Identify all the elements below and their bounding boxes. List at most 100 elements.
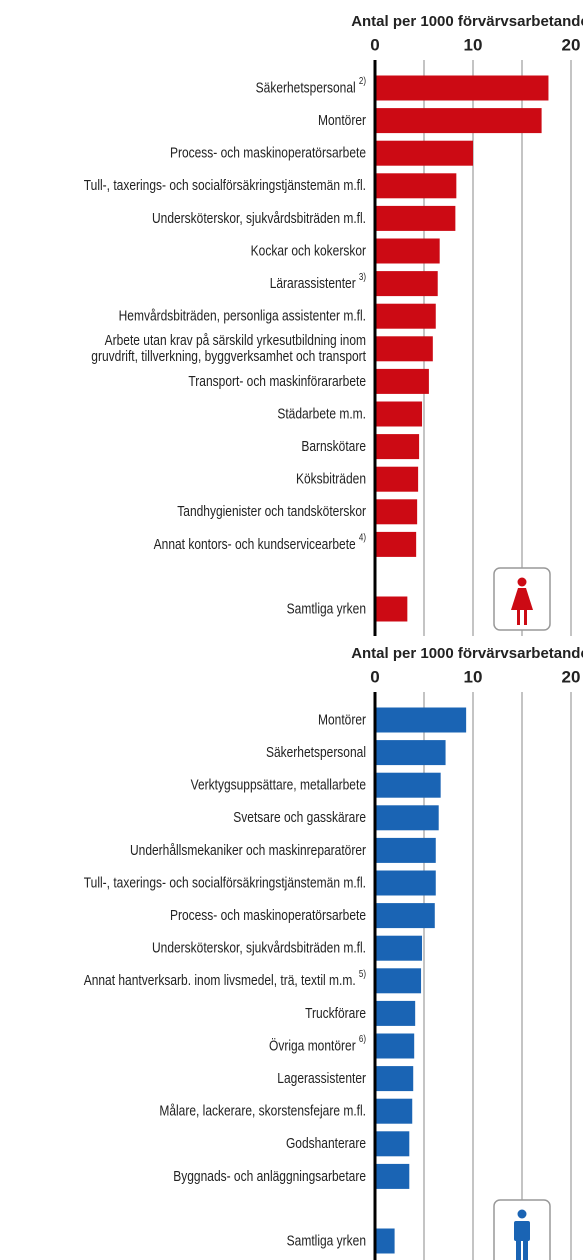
x-tick-label: 0 [370, 35, 379, 54]
category-text: Montörer [318, 711, 366, 728]
bar [375, 870, 436, 896]
female-icon [493, 567, 551, 631]
category-label: Hemvårdsbiträden, personliga assistenter… [119, 307, 366, 324]
bar [375, 401, 423, 427]
bar [375, 238, 440, 264]
axis-title: Antal per 1000 förvärvsarbetande [351, 645, 583, 662]
category-label: Montörer [318, 711, 366, 728]
bar-chart: Antal per 1000 förvärvsarbetande 0 10 20 Mon… [84, 645, 583, 1260]
male-icon [493, 1199, 551, 1260]
bar [375, 140, 473, 166]
category-text: Samtliga yrken [287, 1232, 366, 1249]
category-label: Byggnads- och anläggningsarbetare [173, 1167, 366, 1184]
x-tick-label: 20 [562, 35, 581, 54]
category-text: Barnskötare [301, 437, 366, 454]
x-tick-label: 10 [464, 667, 483, 686]
category-label: Målare, lackerare, skorstensfejare m.fl. [159, 1102, 366, 1119]
bar [375, 805, 439, 831]
bar [375, 434, 420, 460]
bar [375, 368, 429, 394]
bar [375, 499, 418, 525]
category-text: Undersköterskor, sjukvårdsbiträden m.fl. [152, 939, 366, 956]
bar [375, 935, 423, 961]
category-text: Målare, lackerare, skorstensfejare m.fl. [159, 1102, 366, 1119]
category-text: Annat kontors- och kundservicearbete [154, 535, 356, 552]
x-tick-label: 0 [370, 667, 379, 686]
category-text: Annat hantverksarb. inom livsmedel, trä,… [84, 972, 356, 989]
bar [375, 1066, 414, 1092]
bar-chart: Antal per 1000 förvärvsarbetande 0 10 20 Säk… [84, 13, 583, 636]
category-label: Arbete utan krav på särskild yrkesutbild… [88, 332, 366, 365]
category-label: Godshanterare [286, 1135, 366, 1152]
bar [375, 1000, 416, 1026]
category-label: Transport- och maskinförararbete [188, 372, 366, 389]
bar [375, 1228, 395, 1254]
axis-title: Antal per 1000 förvärvsarbetande [351, 13, 583, 30]
bar [375, 108, 542, 134]
bar [375, 1131, 410, 1157]
category-label: Montörer [318, 111, 366, 128]
bar [375, 336, 433, 362]
category-label: Samtliga yrken [287, 1232, 366, 1249]
category-label: Verktygsuppsättare, metallarbete [191, 776, 366, 793]
category-label: Annat kontors- och kundservicearbete 4) [154, 532, 366, 551]
category-text: Svetsare och gasskärare [233, 809, 366, 826]
category-label: Övriga montörer 6) [269, 1034, 366, 1053]
category-text: Arbete utan krav på särskild yrkesutbild… [88, 332, 366, 365]
category-label: Barnskötare [301, 437, 366, 454]
footnote-mark: 2) [359, 76, 366, 87]
bar [375, 1163, 410, 1189]
bar [375, 740, 446, 766]
category-text: Underhållsmekaniker och maskinreparatöre… [130, 841, 366, 858]
category-text: Säkerhetspersonal [266, 743, 366, 760]
bar [375, 303, 436, 329]
footnote-mark: 6) [359, 1034, 366, 1045]
bar [375, 75, 549, 101]
category-text: Process- och maskinoperatörsarbete [170, 144, 366, 161]
category-label: Samtliga yrken [287, 600, 366, 617]
category-text: Kockar och kokerskor [251, 242, 367, 259]
category-label: Process- och maskinoperatörsarbete [170, 144, 366, 161]
category-label: Underhållsmekaniker och maskinreparatöre… [130, 841, 366, 858]
x-tick-label: 20 [562, 667, 581, 686]
bar [375, 772, 441, 798]
bar [375, 271, 438, 297]
category-text: Köksbiträden [296, 470, 366, 487]
category-text: Städarbete m.m. [277, 405, 366, 422]
category-text: Lagerassistenter [277, 1069, 366, 1086]
category-text: Samtliga yrken [287, 600, 366, 617]
category-label: Säkerhetspersonal 2) [256, 76, 366, 95]
category-label: Tull-, taxerings- och socialförsäkringst… [84, 874, 366, 891]
category-label: Undersköterskor, sjukvårdsbiträden m.fl. [152, 209, 366, 226]
category-label: Köksbiträden [296, 470, 366, 487]
bar [375, 707, 467, 733]
category-text: Lärarassistenter [270, 274, 356, 291]
category-text: Montörer [318, 111, 366, 128]
category-label: Annat hantverksarb. inom livsmedel, trä,… [84, 969, 366, 988]
x-tick-label: 10 [464, 35, 483, 54]
category-text: Byggnads- och anläggningsarbetare [173, 1167, 366, 1184]
category-label: Kockar och kokerskor [251, 242, 367, 259]
category-text: Hemvårdsbiträden, personliga assistenter… [119, 307, 366, 324]
category-text: Transport- och maskinförararbete [188, 372, 366, 389]
bar [375, 1098, 413, 1124]
category-label: Tull-, taxerings- och socialförsäkringst… [84, 177, 366, 194]
bar [375, 968, 422, 994]
category-label: Process- och maskinoperatörsarbete [170, 906, 366, 923]
category-label: Lagerassistenter [277, 1069, 366, 1086]
category-text: Säkerhetspersonal [256, 79, 356, 96]
category-label: Lärarassistenter 3) [270, 271, 366, 290]
category-text: Övriga montörer [269, 1037, 356, 1054]
bar [375, 1033, 415, 1059]
category-label: Säkerhetspersonal [266, 743, 366, 760]
category-label: Svetsare och gasskärare [233, 809, 366, 826]
category-text: Godshanterare [286, 1135, 366, 1152]
category-text: Tull-, taxerings- och socialförsäkringst… [84, 177, 366, 194]
category-text: Tull-, taxerings- och socialförsäkringst… [84, 874, 366, 891]
category-text: Verktygsuppsättare, metallarbete [191, 776, 366, 793]
bar [375, 837, 436, 863]
category-label: Undersköterskor, sjukvårdsbiträden m.fl. [152, 939, 366, 956]
bar [375, 531, 417, 557]
bar [375, 466, 419, 492]
